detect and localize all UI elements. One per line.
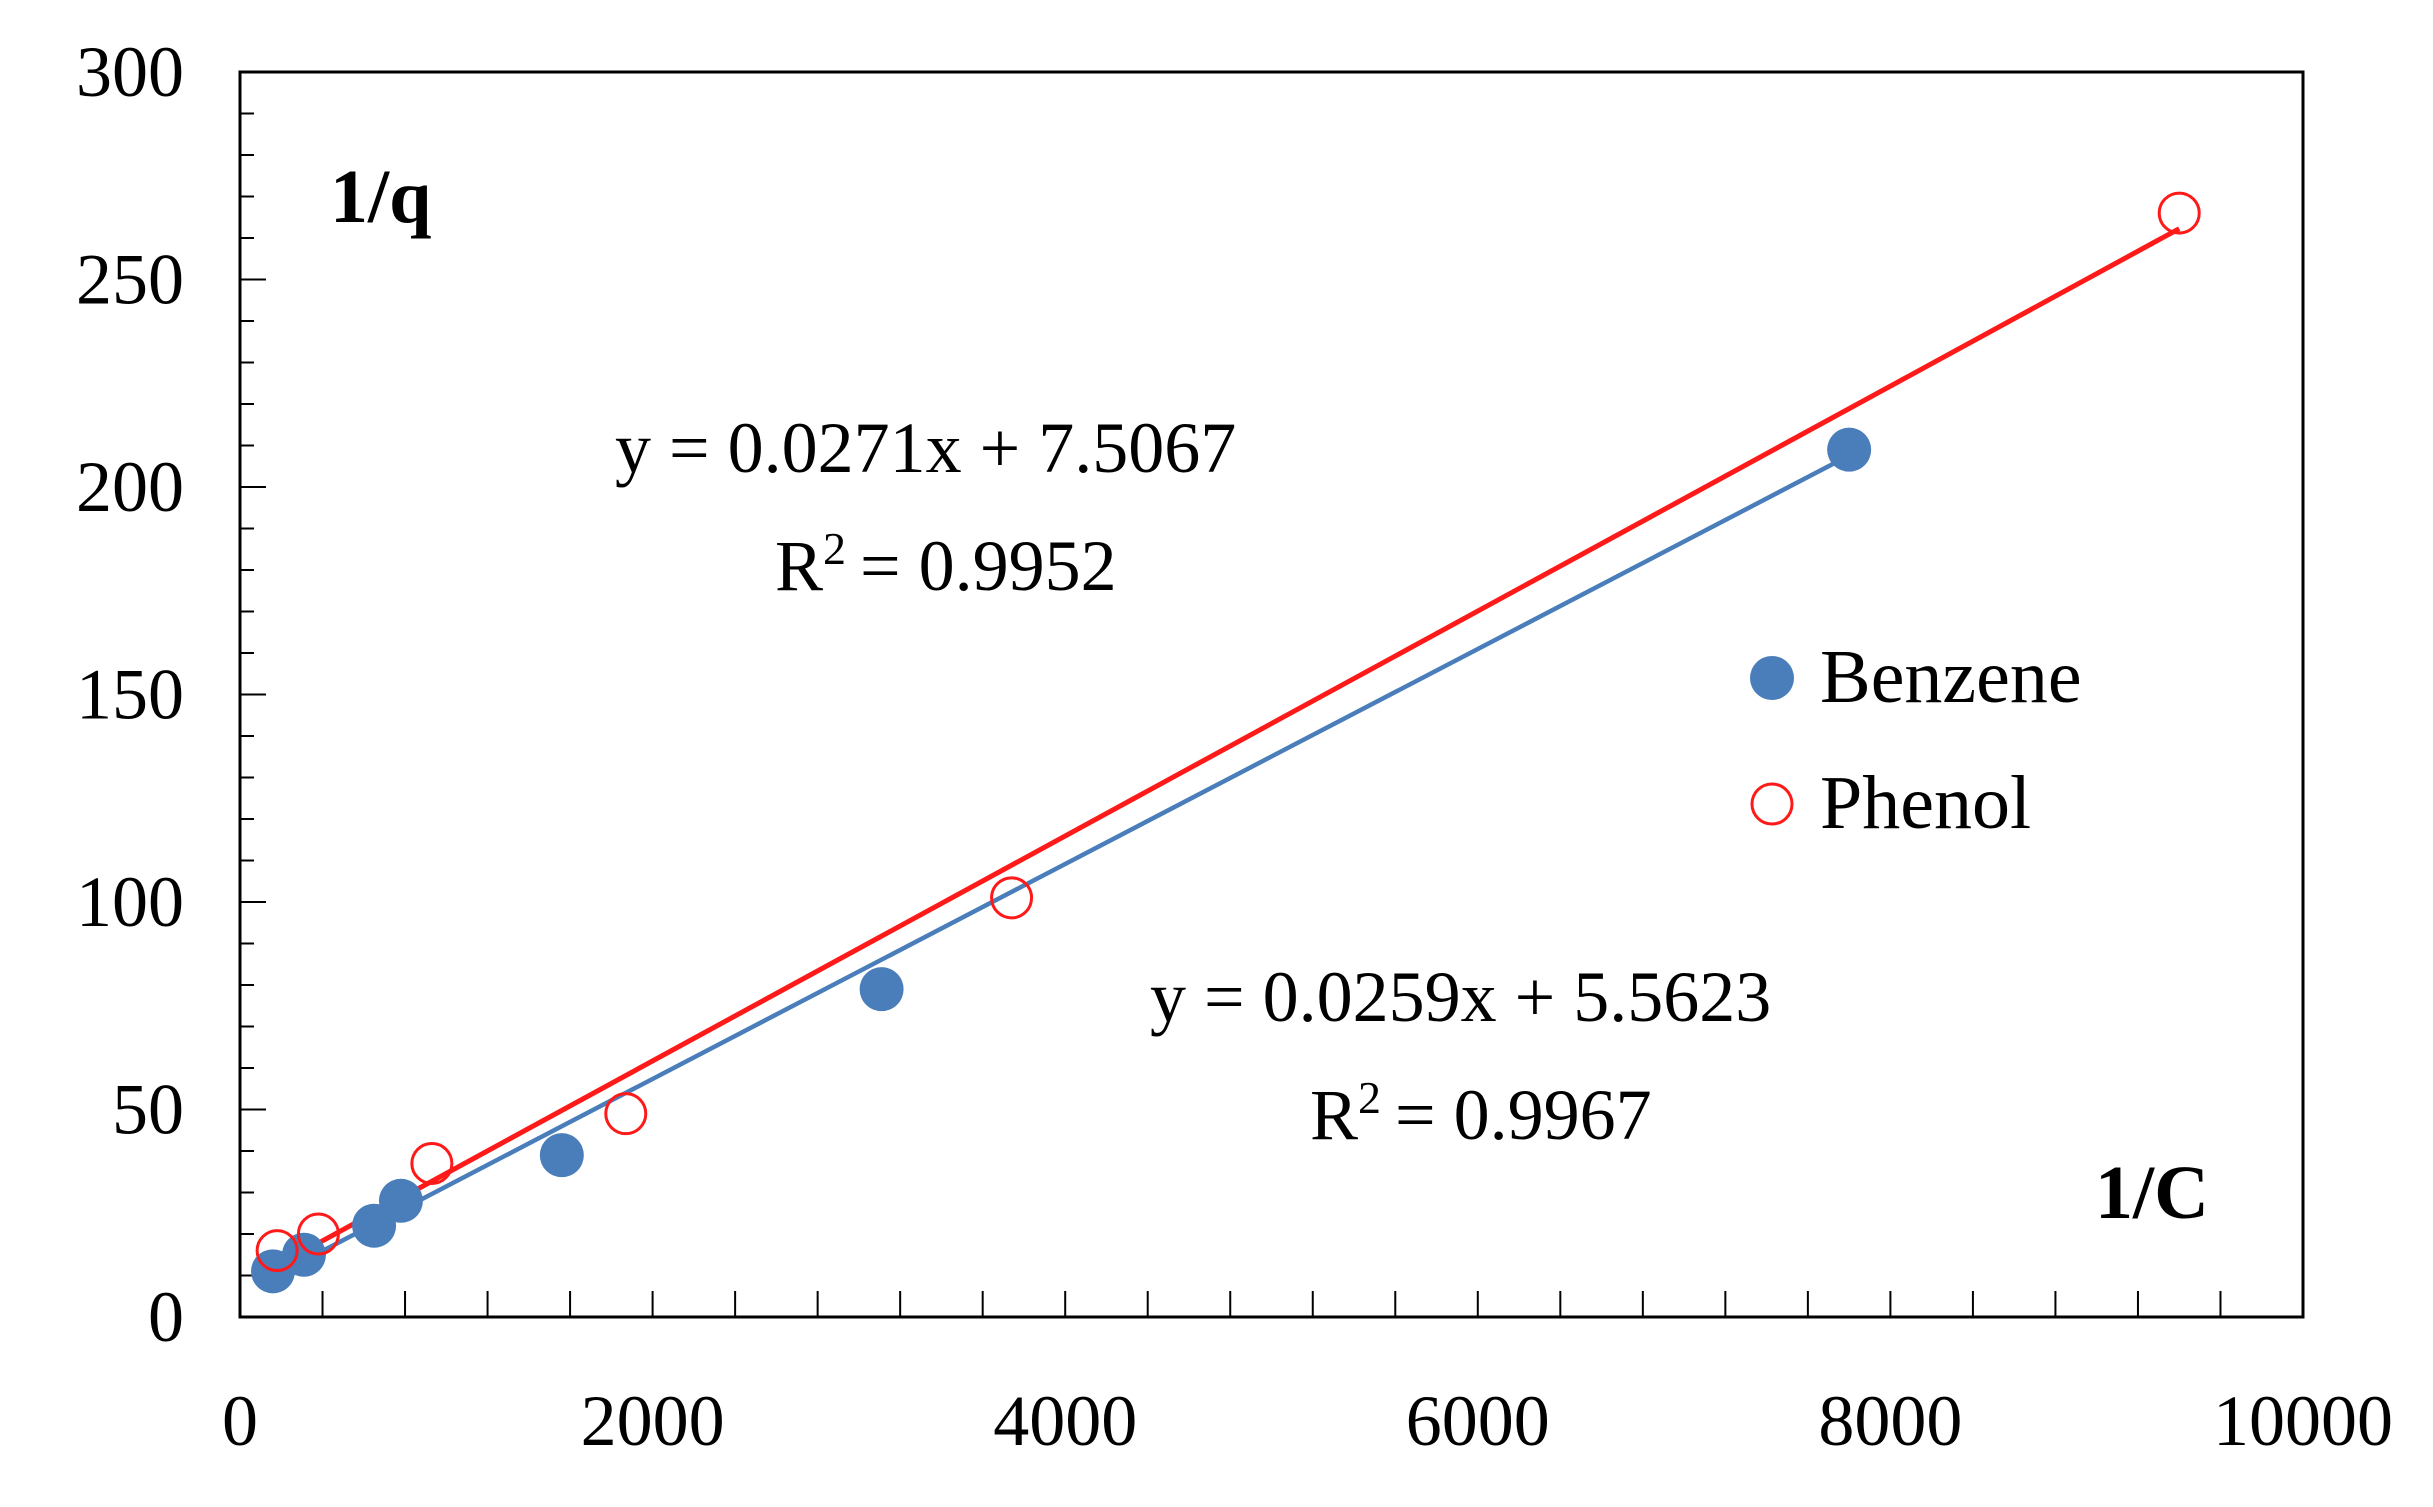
benzene-equation-label: y = 0.0259x + 5.5623 (1150, 957, 1771, 1037)
y-tick-label: 50 (112, 1070, 184, 1150)
trendline-layer (271, 226, 2181, 1279)
phenol-r2-value: = 0.9952 (860, 526, 1117, 606)
data-point-benzene (378, 1178, 423, 1223)
x-tick-label: 10000 (2213, 1381, 2393, 1461)
trendline-phenol (275, 226, 2181, 1268)
data-point-phenol (604, 1092, 648, 1136)
benzene-r2-base: R (1310, 1075, 1358, 1155)
y-axis-title: 1/q (330, 155, 431, 239)
phenol-r2-sup: 2 (823, 523, 846, 574)
legend-marker-phenol (1750, 782, 1794, 826)
y-tick-label: 250 (76, 240, 184, 320)
data-point-phenol (296, 1212, 340, 1256)
benzene-r2-label: R2 = 0.9967 (1310, 1072, 1652, 1155)
y-tick-label: 200 (76, 447, 184, 527)
data-point-phenol (2157, 191, 2201, 235)
x-tick-label: 0 (222, 1381, 258, 1461)
data-point-benzene (281, 1232, 326, 1277)
x-axis-title: 1/C (2095, 1151, 2209, 1235)
legend: Benzene Phenol (1750, 635, 2082, 845)
y-tick-label: 300 (76, 32, 184, 112)
tick-layer: 0 2000 4000 6000 8000 10000 0 50 100 150 200 250 300 (76, 32, 2393, 1461)
y-tick-label: 150 (76, 655, 184, 735)
phenol-r2-label: R2 = 0.9952 (775, 523, 1117, 606)
data-point-benzene (1827, 427, 1872, 472)
data-point-phenol (255, 1229, 299, 1273)
y-tick-label: 100 (76, 862, 184, 942)
data-point-benzene (859, 967, 904, 1012)
benzene-r2-sup: 2 (1358, 1072, 1381, 1123)
benzene-r2-value: = 0.9967 (1395, 1075, 1652, 1155)
phenol-r2-base: R (775, 526, 823, 606)
x-tick-label: 6000 (1406, 1381, 1550, 1461)
x-tick-label: 4000 (993, 1381, 1137, 1461)
trendline-benzene (271, 453, 1851, 1279)
data-point-phenol (410, 1141, 454, 1185)
x-tick-label: 8000 (1818, 1381, 1962, 1461)
x-tick-label: 2000 (581, 1381, 725, 1461)
legend-label-benzene: Benzene (1820, 635, 2082, 719)
data-point-phenol (990, 876, 1034, 920)
legend-label-phenol: Phenol (1820, 761, 2031, 845)
y-tick-label: 0 (148, 1277, 184, 1357)
phenol-equation-label: y = 0.0271x + 7.5067 (615, 408, 1236, 488)
point-layer (251, 191, 2201, 1294)
data-point-benzene (539, 1133, 584, 1178)
legend-marker-benzene (1750, 656, 1794, 700)
